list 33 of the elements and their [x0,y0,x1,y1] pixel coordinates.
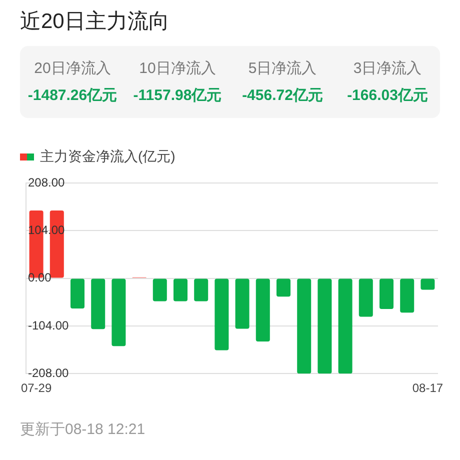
legend-label: 主力资金净流入(亿元) [40,148,176,164]
bar [256,278,270,342]
bar [214,278,229,350]
bar [152,278,167,302]
x-tick-label: 07-29 [20,381,52,396]
text: -1157.98亿元 [132,87,223,105]
bar [91,278,106,330]
bar [318,278,332,374]
bar [358,278,373,317]
bar [194,278,208,302]
text: -1487.26亿元 [26,87,118,105]
bar [338,278,352,374]
y-tick-label: -104.00 [28,318,70,332]
bar [112,278,126,346]
bar [400,278,414,313]
text: -456.72亿元 [241,87,324,105]
bar [297,278,312,374]
bar [420,278,435,290]
text: 近20日主力流向 [20,9,170,35]
x-tick-label: 08-17 [412,381,444,396]
text: 20日净流入 [33,60,112,78]
text: 更新于08-18 12:21 [20,421,146,439]
bar [379,278,394,309]
bar [70,278,85,309]
y-tick-label: 208.00 [28,175,66,190]
text: 3日净流入 [352,60,423,78]
y-tick-label: -208.00 [28,366,70,380]
text: -166.03亿元 [346,87,429,105]
bar [276,278,291,297]
text: 10日净流入 [138,60,217,78]
bar [235,278,250,329]
bar [173,278,188,302]
text: 5日净流入 [247,60,318,78]
